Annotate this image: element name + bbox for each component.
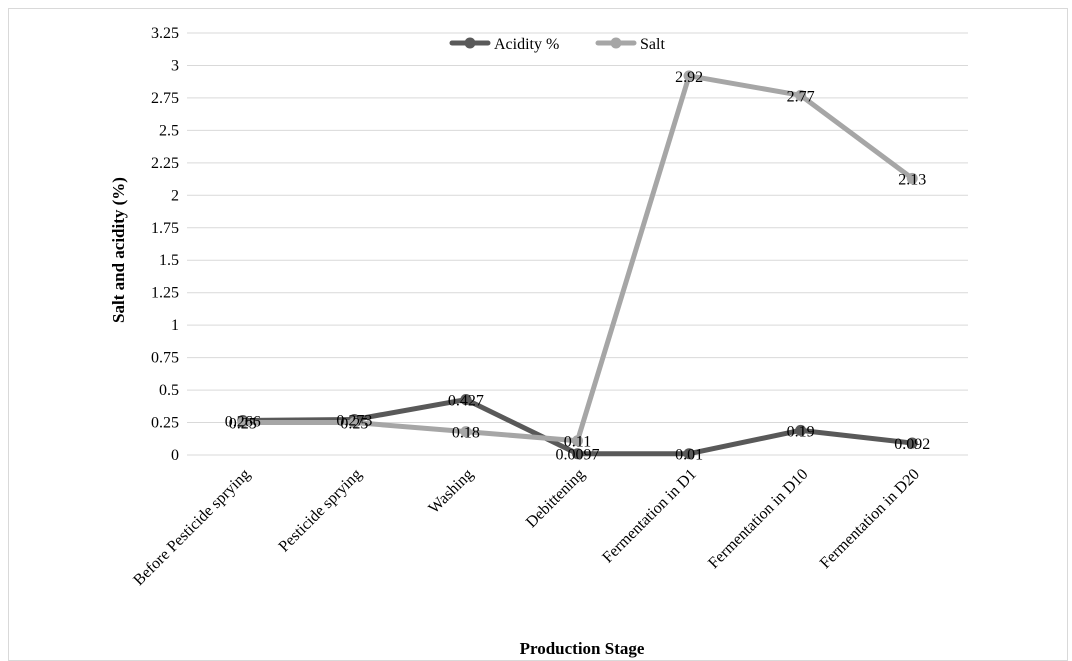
y-tick-label: 2.5 — [159, 122, 179, 139]
data-label: 0.25 — [340, 416, 368, 433]
series-lines — [237, 70, 918, 460]
data-point — [906, 437, 918, 449]
data-label: 0.11 — [564, 434, 591, 451]
data-label: 0.092 — [894, 436, 930, 453]
y-axis-ticks: 0 0.25 0.5 0.75 1 1.25 1.5 1.75 2 2.25 2.5 2.75 3 3.2… — [151, 25, 179, 464]
data-label: 2.77 — [787, 88, 815, 105]
x-tick-label: Before Pesticide sprying — [130, 466, 253, 589]
x-tick-label: Fermentation in D20 — [817, 466, 923, 572]
data-point — [572, 435, 583, 447]
legend-label: Salt — [640, 36, 665, 53]
y-tick-label: 3.25 — [151, 25, 179, 42]
y-tick-label: 0.25 — [151, 415, 179, 432]
data-point — [683, 70, 695, 82]
legend-marker — [464, 37, 476, 49]
legend: Acidity % Salt — [449, 36, 665, 53]
y-tick-label: 2.25 — [151, 155, 179, 172]
data-point — [795, 89, 807, 101]
y-tick-label: 2.75 — [151, 90, 179, 107]
data-label: 0.25 — [229, 416, 257, 433]
data-label: 0.266 — [225, 413, 261, 430]
y-tick-label: 1.5 — [159, 252, 179, 269]
x-tick-label: Fermentation in D1 — [599, 466, 700, 567]
x-tick-label: Fermentation in D10 — [705, 466, 811, 572]
y-tick-label: 1.75 — [151, 220, 179, 237]
data-point — [460, 426, 472, 438]
x-tick-label: Pesticide sprying — [276, 466, 366, 556]
data-point — [572, 448, 583, 460]
data-label: 0.427 — [448, 393, 484, 410]
data-label: 0.0097 — [556, 447, 600, 464]
gridlines — [187, 32, 968, 456]
y-tick-label: 0.75 — [151, 350, 179, 367]
data-label: 2.13 — [898, 171, 926, 188]
data-point — [237, 417, 249, 429]
data-label: 0.18 — [452, 425, 480, 442]
data-label: 2.92 — [675, 69, 703, 86]
y-tick-label: 0.5 — [159, 382, 179, 399]
y-tick-label: 1.25 — [151, 285, 179, 302]
data-point — [906, 172, 918, 184]
legend-marker — [610, 37, 622, 49]
data-label: 0.273 — [336, 413, 372, 430]
data-point — [795, 424, 807, 436]
y-tick-label: 0 — [171, 447, 179, 464]
data-labels: 0.266 0.273 0.427 0.0097 0.01 0.19 0.092 0.25 0.… — [225, 69, 930, 464]
data-point — [348, 417, 360, 429]
y-axis-title: Salt and acidity (%) — [109, 177, 128, 323]
x-tick-label: Washing — [425, 466, 476, 517]
x-tick-label: Debittening — [523, 466, 588, 531]
data-label: 0.01 — [675, 447, 703, 464]
x-axis-title: Production Stage — [520, 639, 645, 658]
y-tick-label: 1 — [171, 317, 179, 334]
y-tick-label: 3 — [171, 57, 179, 74]
x-axis-ticks: Before Pesticide sprying Pesticide spryin… — [130, 466, 923, 589]
data-label: 0.19 — [787, 423, 815, 440]
data-point — [683, 448, 695, 460]
legend-label: Acidity % — [494, 36, 559, 53]
y-tick-label: 2 — [171, 187, 179, 204]
data-point — [460, 394, 472, 406]
